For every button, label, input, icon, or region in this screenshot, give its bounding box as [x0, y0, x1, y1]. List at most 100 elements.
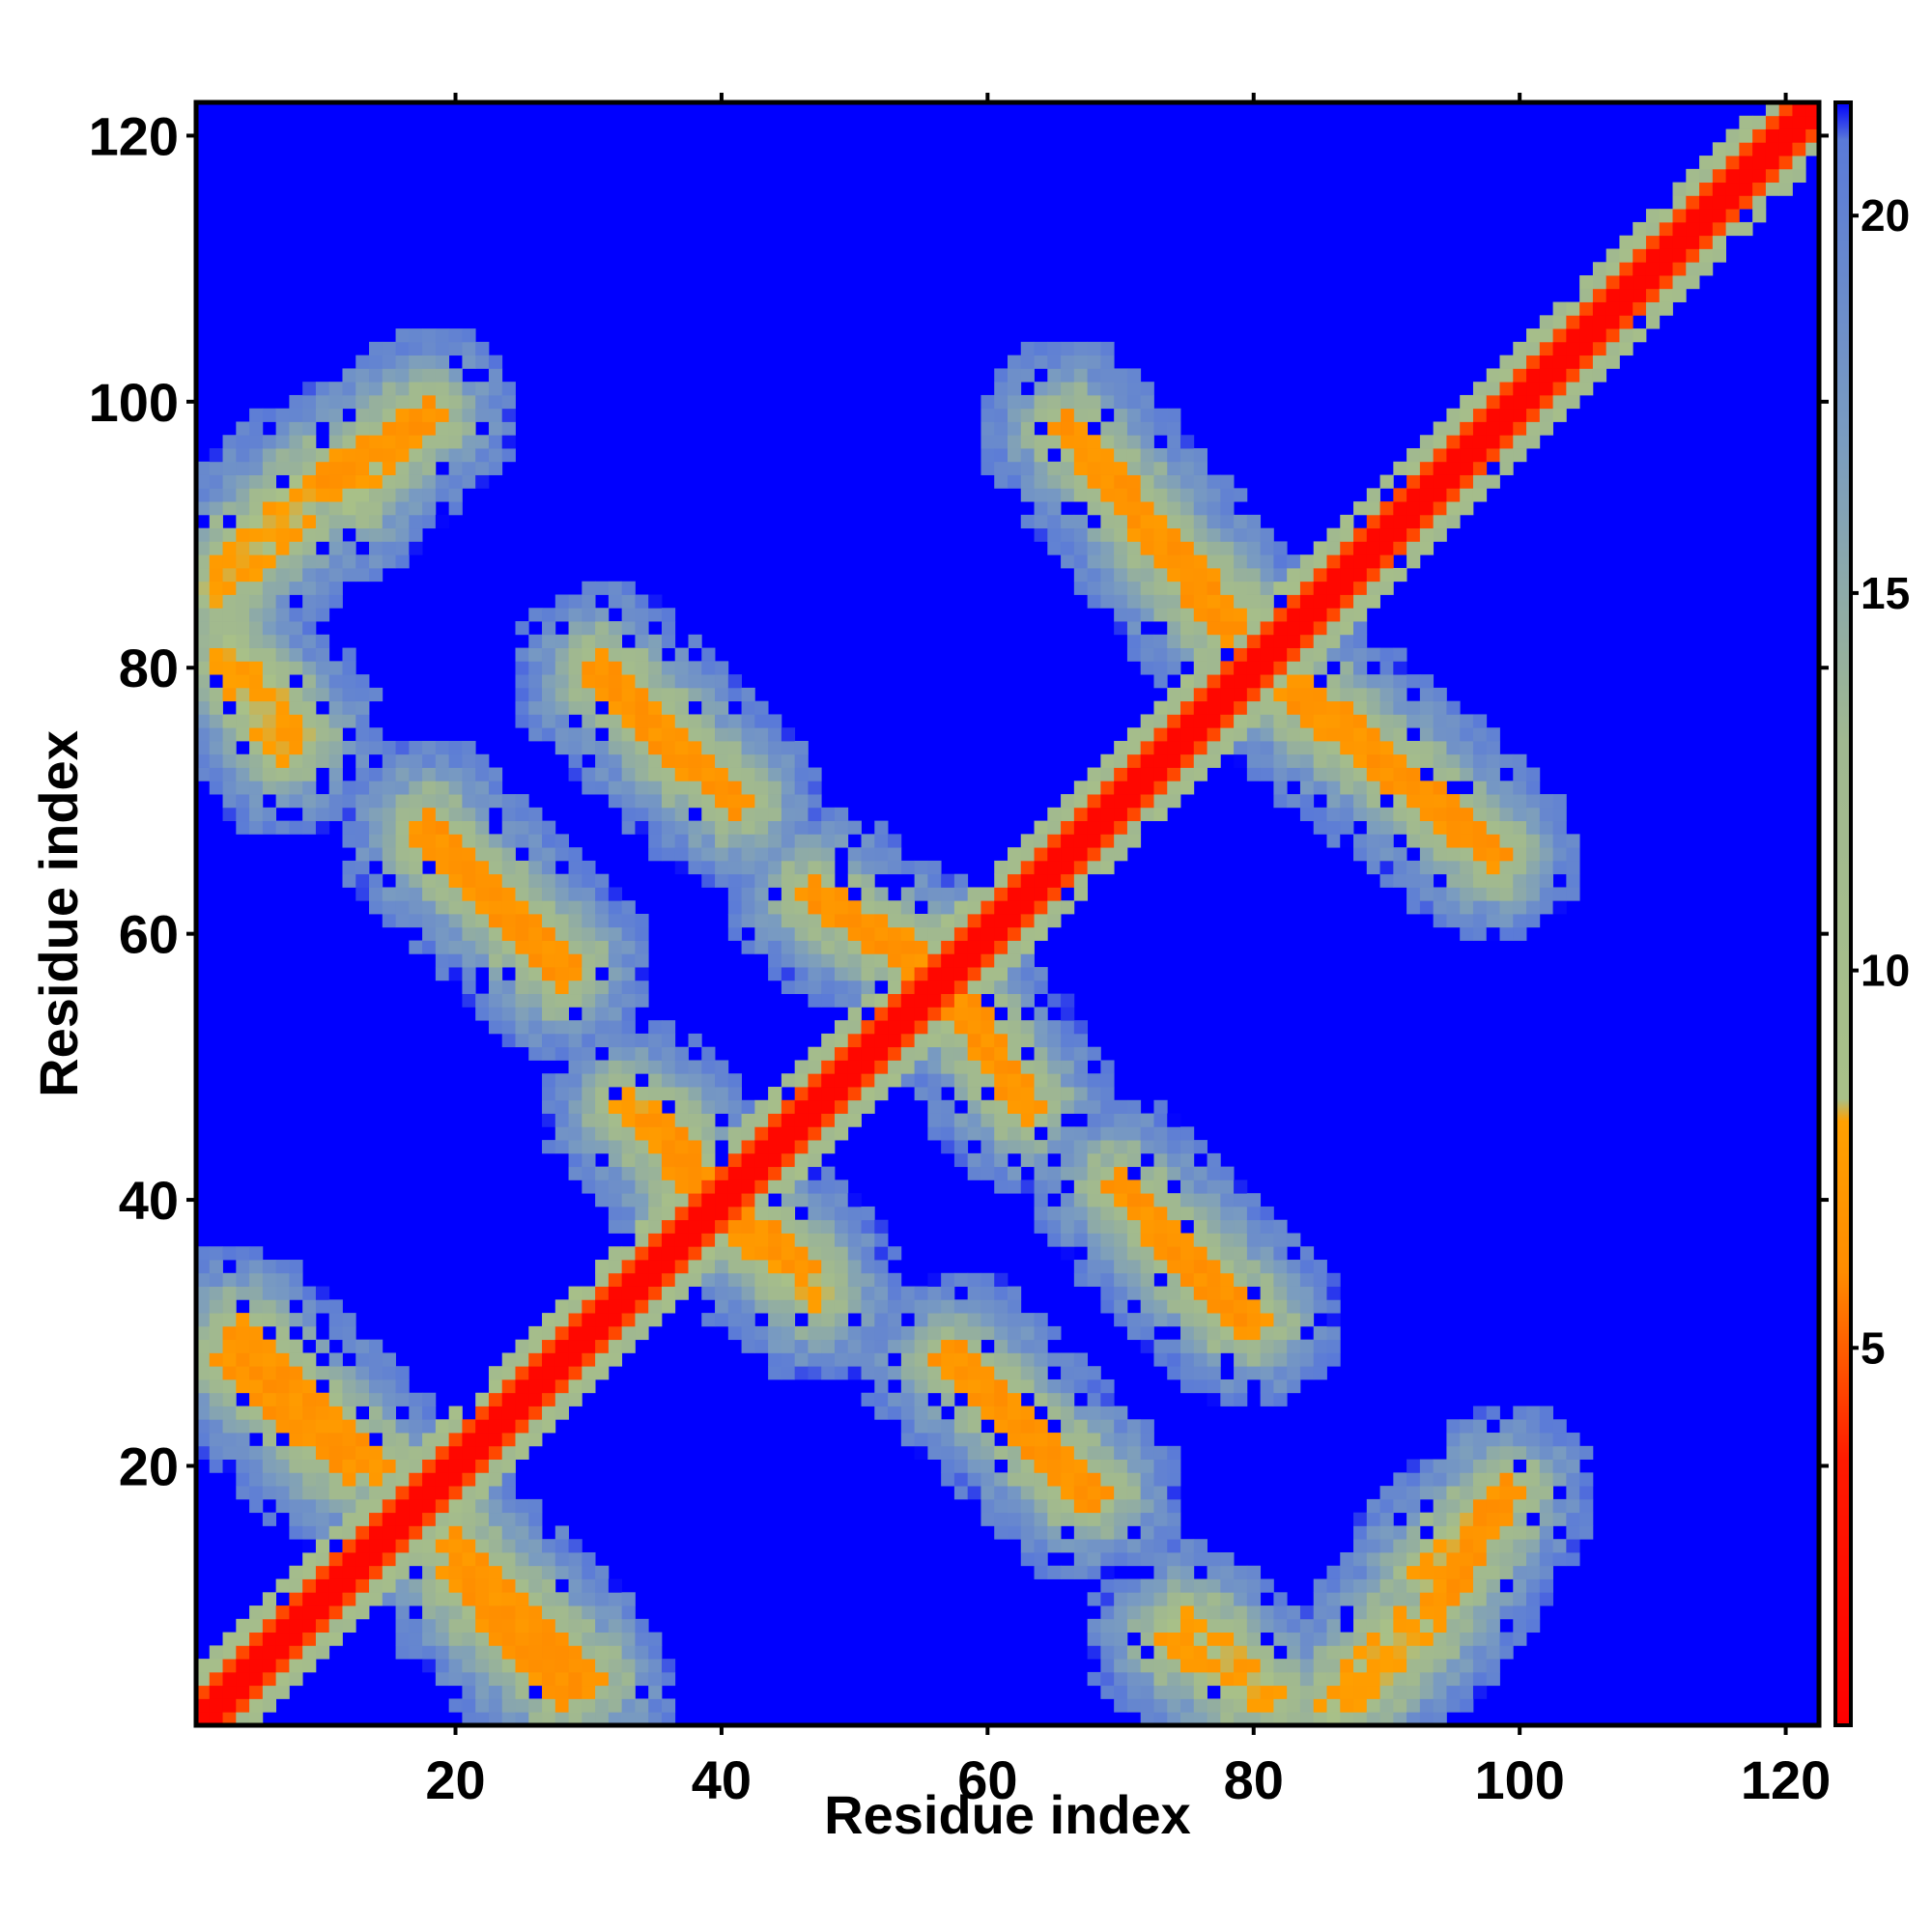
heatmap-cell [661, 621, 676, 636]
heatmap-cell [501, 873, 516, 888]
heatmap-cell [741, 1260, 755, 1274]
heatmap-cell [289, 634, 303, 648]
heatmap-cell [621, 1179, 636, 1194]
heatmap-cell [289, 394, 303, 410]
heatmap-cell [262, 1339, 277, 1353]
heatmap-cell [1180, 753, 1195, 768]
heatmap-cell [1246, 1659, 1262, 1673]
heatmap-cell [582, 1685, 596, 1699]
heatmap-cell [528, 1339, 543, 1353]
heatmap-cell [1114, 1406, 1128, 1420]
heatmap-cell [741, 1099, 755, 1114]
heatmap-cell [1167, 488, 1181, 502]
heatmap-cell [369, 781, 384, 795]
heatmap-cell [861, 1286, 875, 1300]
heatmap-cell [821, 1325, 836, 1341]
heatmap-cell [661, 1166, 676, 1180]
heatmap-cell [1153, 1286, 1168, 1300]
heatmap-cell [1460, 394, 1474, 410]
heatmap-cell [927, 1406, 942, 1420]
heatmap-cell [1260, 554, 1274, 569]
heatmap-cell [315, 1286, 330, 1300]
heatmap-cell [701, 1099, 716, 1114]
heatmap-cell [1034, 1152, 1048, 1168]
heatmap-cell [1393, 501, 1407, 516]
heatmap-cell [475, 1712, 490, 1726]
heatmap-cell [1379, 1712, 1394, 1726]
heatmap-cell [528, 1512, 543, 1526]
heatmap-cell [1034, 1366, 1048, 1380]
heatmap-cell [1326, 820, 1341, 835]
heatmap-cell [621, 900, 636, 915]
heatmap-cell [1486, 1592, 1500, 1606]
heatmap-cell [435, 834, 450, 848]
heatmap-cell [1419, 1685, 1435, 1699]
heatmap-cell [1433, 700, 1447, 715]
heatmap-cell [236, 1632, 250, 1646]
heatmap-cell [582, 1605, 596, 1620]
heatmap-cell [953, 980, 969, 995]
heatmap-cell [1406, 1565, 1421, 1579]
heatmap-cell [1073, 847, 1089, 862]
heatmap-cell [475, 1645, 490, 1660]
heatmap-cell [1287, 567, 1301, 582]
heatmap-cell [488, 1459, 503, 1473]
heatmap-cell [1207, 608, 1221, 622]
heatmap-cell [328, 794, 343, 809]
heatmap-cell [648, 674, 663, 689]
heatmap-cell [1234, 567, 1248, 582]
heatmap-cell [1379, 740, 1394, 755]
heatmap-cell [781, 1325, 796, 1341]
heatmap-cell [328, 674, 343, 689]
heatmap-cell [369, 807, 384, 822]
heatmap-cell [196, 1698, 211, 1713]
heatmap-cell [289, 567, 303, 582]
heatmap-cell [1499, 860, 1514, 875]
heatmap-cell [462, 1578, 476, 1593]
heatmap-cell [1366, 1712, 1380, 1726]
heatmap-cell [847, 1260, 862, 1274]
heatmap-cell [621, 1046, 636, 1061]
heatmap-cell [1605, 341, 1620, 356]
heatmap-cell [475, 794, 490, 809]
heatmap-cell [941, 1046, 955, 1061]
heatmap-cell [302, 567, 317, 582]
heatmap-cell [542, 1007, 556, 1021]
heatmap-cell [435, 1671, 450, 1687]
heatmap-cell [621, 727, 636, 742]
heatmap-cell [674, 820, 689, 835]
heatmap-cell [821, 967, 836, 981]
heatmap-cell [1047, 488, 1062, 502]
heatmap-cell [1246, 527, 1262, 542]
heatmap-cell [289, 700, 303, 715]
heatmap-cell [275, 1286, 290, 1300]
heatmap-cell [1087, 1392, 1101, 1406]
heatmap-cell [1313, 1632, 1327, 1646]
heatmap-cell [727, 1099, 742, 1114]
heatmap-cell [462, 807, 476, 822]
heatmap-cell [1326, 1618, 1341, 1634]
heatmap-cell [1193, 1685, 1208, 1699]
heatmap-cell [888, 1007, 902, 1021]
heatmap-cell [275, 514, 290, 529]
heatmap-cell [941, 926, 955, 941]
heatmap-cell [1287, 714, 1301, 728]
heatmap-cell [1114, 1618, 1128, 1634]
heatmap-cell [395, 554, 410, 569]
heatmap-cell [715, 1260, 729, 1274]
heatmap-cell [435, 328, 450, 343]
heatmap-cell [1180, 674, 1195, 689]
heatmap-cell [342, 794, 356, 809]
heatmap-cell [568, 1140, 582, 1154]
heatmap-cell [834, 1299, 849, 1314]
heatmap-cell [302, 1352, 317, 1367]
heatmap-cell [980, 980, 995, 995]
heatmap-cell [1326, 1712, 1341, 1726]
heatmap-cell [488, 1698, 503, 1713]
heatmap-cell [528, 674, 543, 689]
heatmap-cell [741, 1206, 755, 1221]
heatmap-cell [554, 714, 569, 728]
heatmap-cell [501, 1632, 516, 1646]
heatmap-cell [1207, 661, 1221, 675]
heatmap-cell [1220, 488, 1235, 502]
